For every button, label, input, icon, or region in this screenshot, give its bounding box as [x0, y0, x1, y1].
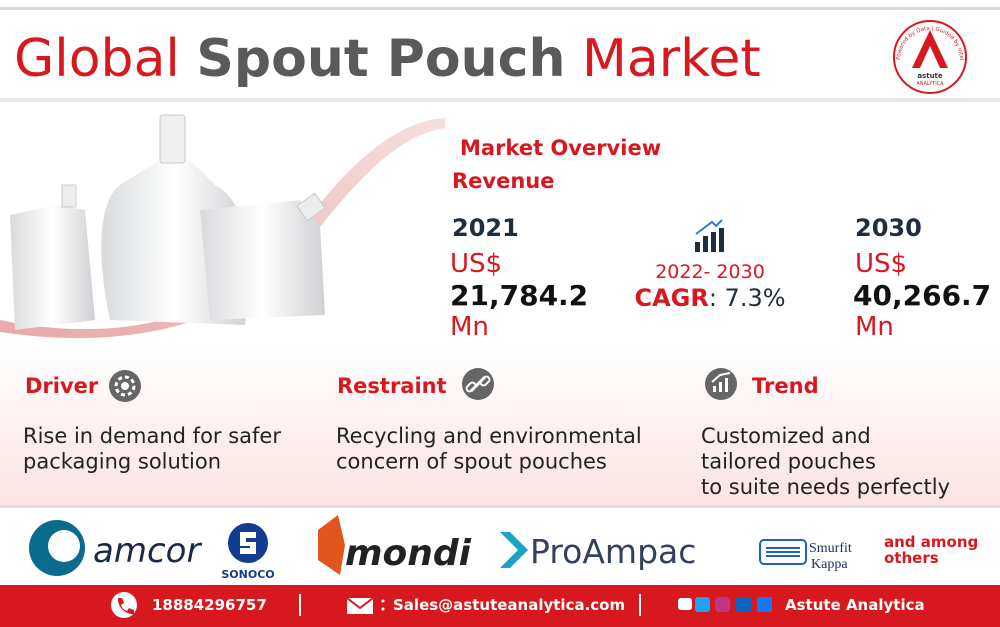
end-currency: US$ [855, 249, 907, 279]
email: Sales@astuteanalytica.com [393, 596, 625, 614]
factor-text: concern of spout pouches [336, 450, 607, 474]
amcor-mark [48, 530, 80, 562]
cagr-value: : 7.3% [709, 284, 786, 312]
overview-heading: Market Overview [460, 136, 661, 160]
factor-title: Driver [25, 374, 99, 398]
title-part: Market [582, 29, 761, 89]
factor-text: Rise in demand for safer [23, 424, 281, 448]
pouch-spout [296, 192, 326, 222]
restraint-icon [462, 368, 494, 400]
start-value: 21,784.2 [450, 279, 588, 312]
separator-dot [381, 607, 385, 611]
factors: Driver Rise in demand for saferpackaging … [23, 374, 950, 499]
logo-ring [893, 20, 967, 94]
factor-title: Restraint [337, 374, 447, 398]
factor-text: packaging solution [23, 450, 221, 474]
overview-subheading: Revenue [452, 169, 555, 193]
pouch-spout [159, 114, 186, 164]
pouch [200, 200, 325, 320]
phone: 18884296757 [152, 596, 267, 614]
logos-rule [0, 505, 1000, 508]
end-value: 40,266.7 [853, 279, 991, 312]
mondi-mark [318, 515, 345, 575]
company: Smurfit [809, 541, 852, 556]
company: SONOCO [221, 568, 274, 581]
title: Global Spout Pouch Market [14, 29, 761, 89]
youtube-icon[interactable] [678, 598, 692, 610]
factor-title: Trend [752, 374, 819, 398]
facebook-icon[interactable] [757, 597, 772, 612]
cagr: CAGR: 7.3% [634, 284, 785, 312]
end-unit: Mn [855, 312, 894, 342]
growth-icon [695, 219, 724, 252]
proampac-mark [500, 532, 528, 568]
factor-text: Customized and [701, 424, 871, 448]
company: ProAmpac [530, 532, 696, 571]
cagr-label: CAGR [634, 284, 708, 312]
brand: Astute Analytica [785, 596, 925, 614]
divider [299, 594, 301, 616]
logo-mark [912, 30, 948, 68]
trend-icon [705, 368, 737, 400]
others: and among [884, 533, 978, 551]
pouch-illustration [10, 114, 326, 330]
start-currency: US$ [450, 249, 502, 279]
logo-subname: ANALYTICA [916, 81, 944, 87]
footer [0, 585, 1000, 627]
social-icons[interactable] [678, 597, 772, 612]
phone-glyph [117, 598, 134, 615]
start-year: 2021 [452, 214, 519, 242]
company: mondi [345, 533, 472, 574]
cagr-period: 2022- 2030 [655, 261, 765, 283]
pouch [10, 205, 95, 330]
company: Kappa [811, 557, 848, 572]
title-part: Spout Pouch [196, 29, 565, 89]
twitter-icon[interactable] [695, 597, 710, 612]
pouch-spout [61, 184, 77, 208]
company: amcor [93, 531, 202, 571]
linkedin-icon[interactable] [736, 597, 751, 612]
header-rule [0, 98, 1000, 102]
factor-text: tailored pouches [701, 450, 876, 474]
instagram-icon[interactable] [715, 597, 730, 612]
start-unit: Mn [450, 312, 489, 342]
phone-icon [111, 592, 137, 618]
companies: amcor SONOCO mondi ProAmpac Smurfit Kapp… [29, 515, 978, 581]
factor-text: Recycling and environmental [336, 424, 642, 448]
swoosh [0, 118, 445, 339]
factor-text: to suite needs perfectly [701, 475, 950, 499]
separator-dot [381, 599, 385, 603]
others: others [884, 549, 939, 567]
top-rule [0, 7, 1000, 10]
title-part: Global [14, 29, 180, 89]
end-year: 2030 [855, 214, 922, 242]
email-glyph [346, 597, 374, 610]
logo-name: astute [917, 72, 943, 80]
divider [639, 594, 641, 616]
driver-icon [109, 370, 141, 402]
sonoco-mark [240, 532, 256, 554]
smurfit-mark [766, 547, 800, 557]
factors-band [0, 345, 1000, 505]
